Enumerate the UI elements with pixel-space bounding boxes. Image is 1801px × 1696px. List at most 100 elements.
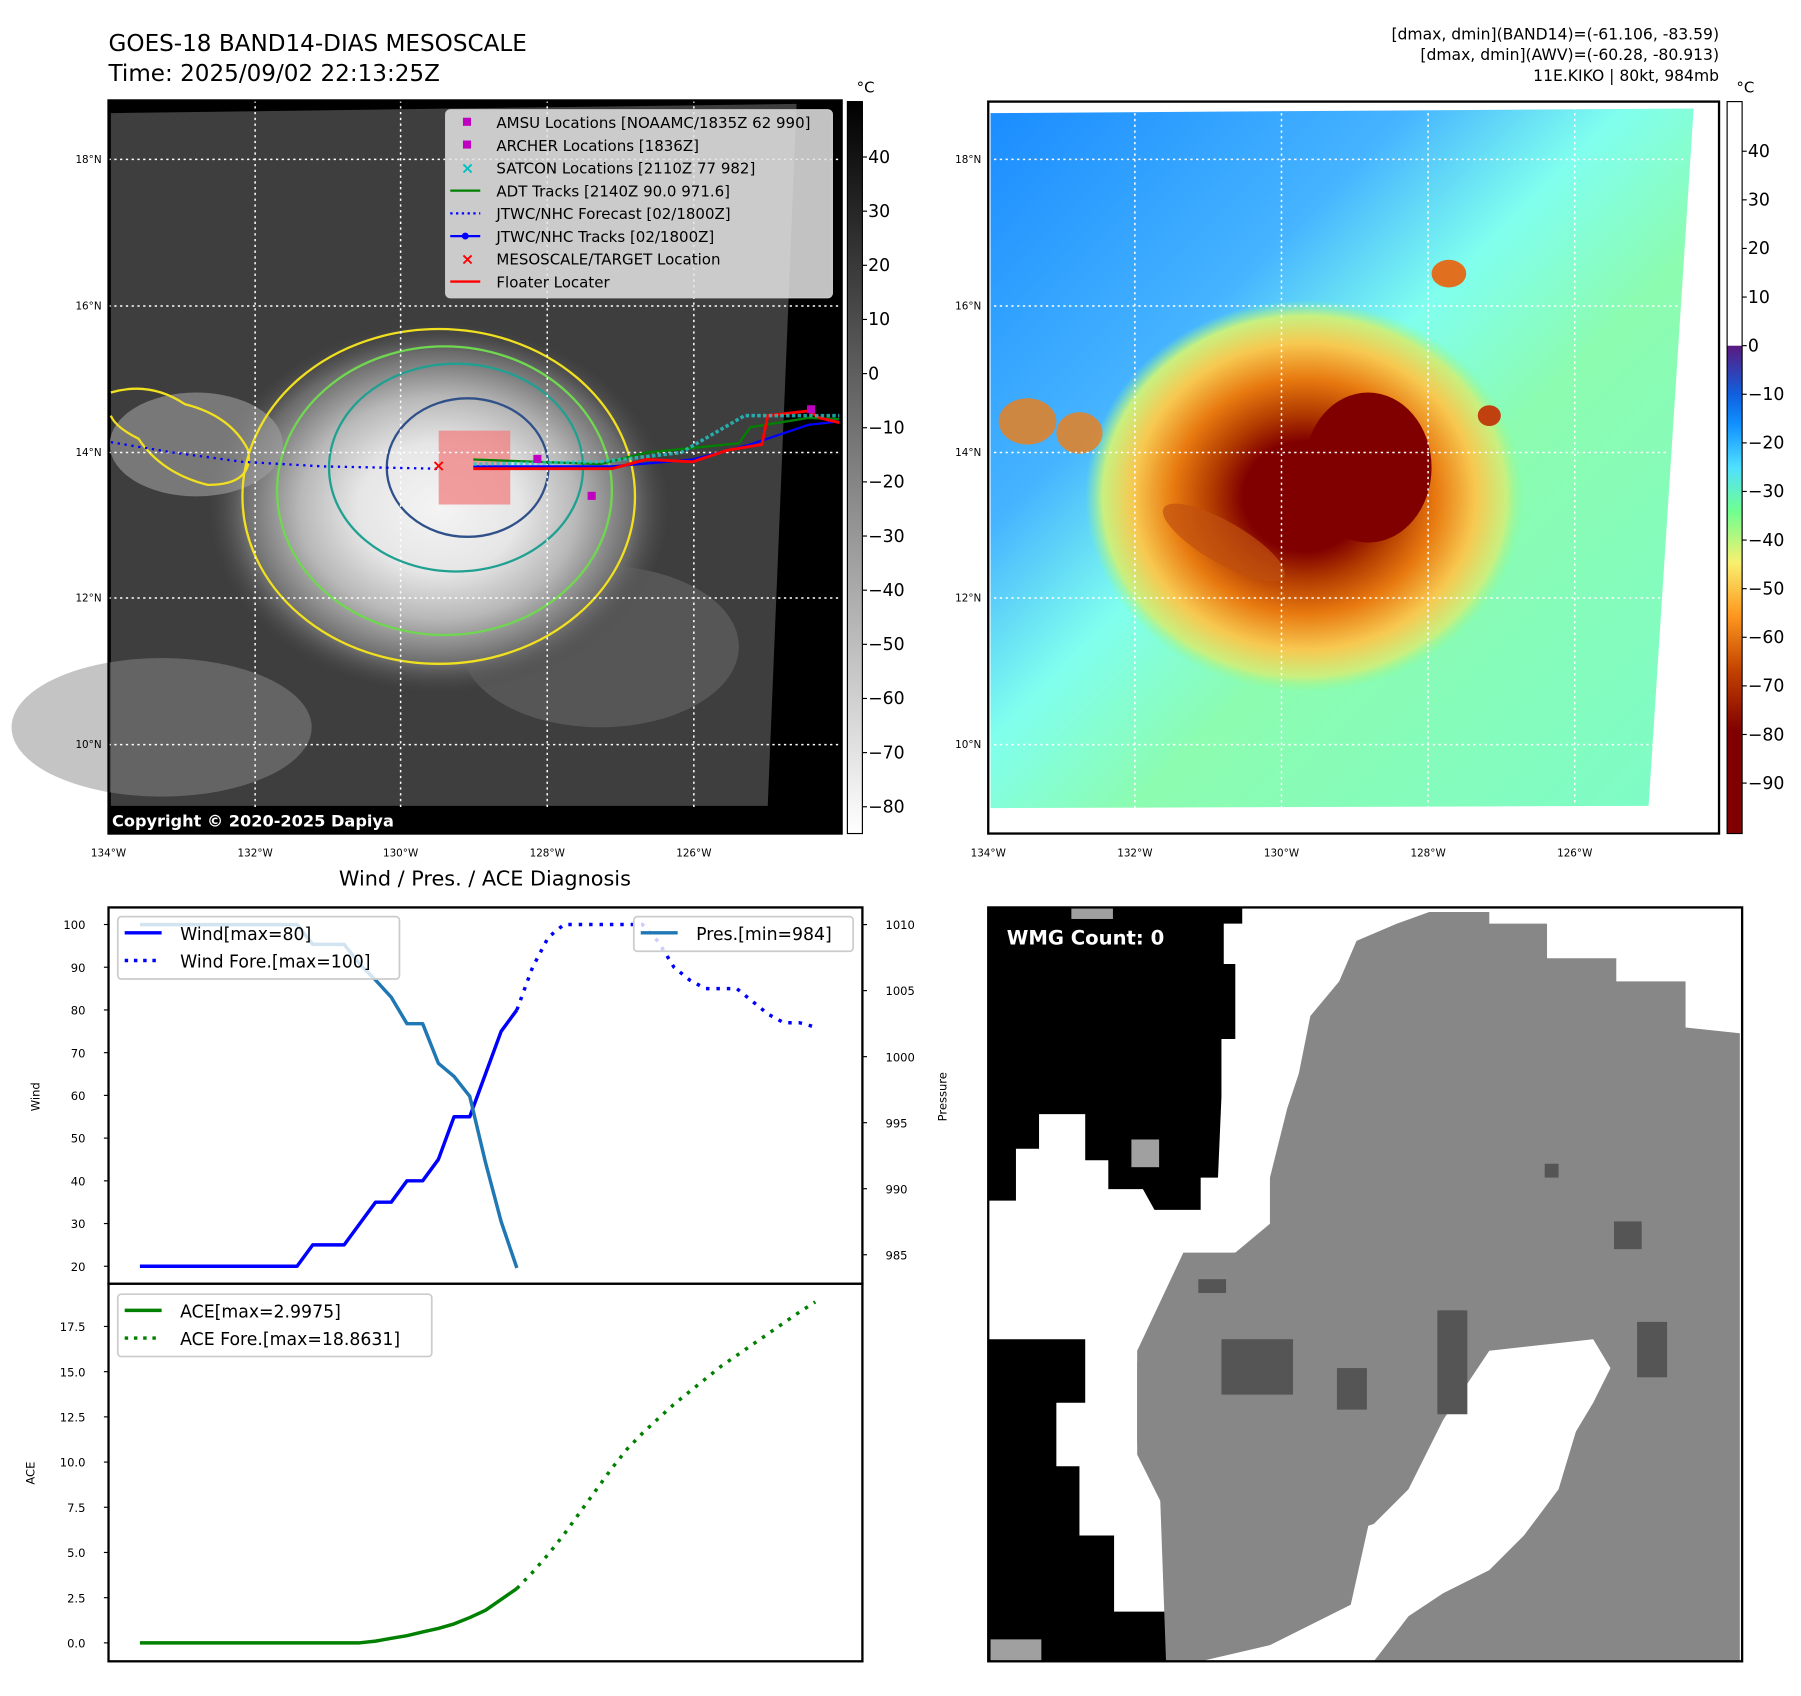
wind-legend: Wind[max=80] Wind Fore.[max=100] [118, 917, 400, 979]
ir-lat-labels: 18°N 16°N 14°N 12°N 10°N [75, 154, 101, 751]
awv-lat-labels: 18°N16°N14°N12°N10°N [955, 154, 981, 751]
y-tick-label: 15.0 [60, 1365, 86, 1379]
y-right-tick-label: 990 [885, 1182, 907, 1196]
awv-colorbar-unit: °C [1736, 78, 1754, 96]
storm-info: 11E.KIKO | 80kt, 984mb [1533, 67, 1719, 85]
y-tick-label: 10.0 [60, 1456, 86, 1470]
band14-range: [dmax, dmin](BAND14)=(-61.106, -83.59) [1391, 25, 1719, 43]
legend-label: ARCHER Locations [1836Z] [496, 137, 699, 155]
colorbar-tick-label: −70 [1748, 677, 1785, 697]
lon-label: 134°W [971, 848, 1006, 860]
lat-label: 14°N [75, 447, 101, 459]
ace-forecast-legend-label: ACE Fore.[max=18.8631] [180, 1330, 400, 1350]
y-tick-label: 2.5 [67, 1591, 85, 1605]
colorbar-tick-label: 20 [868, 256, 890, 276]
colorbar-tick-label: −80 [868, 798, 905, 818]
ace-legend: ACE[max=2.9975] ACE Fore.[max=18.8631] [118, 1294, 432, 1356]
colorbar-tick-label: 30 [868, 202, 890, 222]
lat-label: 10°N [75, 739, 101, 751]
y-tick-label: 70 [71, 1046, 86, 1060]
colorbar-tick-label: −70 [868, 743, 905, 763]
legend-label: SATCON Locations [2110Z 77 982] [496, 160, 755, 178]
colorbar-tick-label: −10 [868, 419, 905, 439]
awv-cold-core [1305, 393, 1432, 543]
y-tick-label: 90 [71, 961, 86, 975]
wmg-count-label: WMG Count: 0 [1007, 926, 1165, 949]
lat-label: 16°N [75, 300, 101, 312]
figure-title: GOES-18 BAND14-DIAS MESOSCALE [109, 31, 527, 57]
y-tick-label: 40 [71, 1174, 86, 1188]
colorbar-tick-label: −50 [1748, 579, 1785, 599]
lon-label: 126°W [1557, 848, 1592, 860]
colorbar-tick-label: −80 [1748, 725, 1785, 745]
colorbar-tick-label: −50 [868, 635, 905, 655]
lon-label: 130°W [383, 848, 418, 860]
lon-label: 134°W [91, 848, 126, 860]
y-right-tick-label: 1010 [885, 918, 914, 932]
colorbar-tick-label: 0 [868, 364, 879, 384]
target-x-marker: × [432, 456, 446, 475]
y-tick-label: 30 [71, 1217, 86, 1231]
ir-colorbar-unit: °C [857, 78, 875, 96]
legend-label: Floater Locater [496, 273, 610, 291]
y-tick-label: 17.5 [60, 1320, 86, 1334]
legend-square-icon [463, 118, 471, 126]
wind-legend-label: Wind[max=80] [180, 925, 311, 945]
amsu-marker [533, 455, 541, 463]
lat-label: 18°N [75, 154, 101, 166]
wmg-dark-cell [1221, 1339, 1293, 1394]
y-tick-label: 20 [71, 1260, 86, 1274]
map-legend: AMSU Locations [NOAAMC/1835Z 62 990] ARCH… [446, 110, 833, 298]
colorbar-tick-label: 20 [1748, 239, 1770, 259]
awv-colorbar [1727, 102, 1742, 834]
lat-label: 12°N [75, 592, 101, 604]
lat-label: 18°N [955, 154, 981, 166]
colorbar-tick-label: 10 [868, 310, 890, 330]
y-tick-label: 50 [71, 1132, 86, 1146]
ace-legend-label: ACE[max=2.9975] [180, 1302, 341, 1322]
colorbar-tick-label: 0 [1748, 336, 1759, 356]
pressure-legend-label: Pres.[min=984] [696, 925, 832, 945]
y-tick-label: 0.0 [67, 1636, 85, 1650]
lat-label: 14°N [955, 447, 981, 459]
y-tick-label: 60 [71, 1089, 86, 1103]
legend-x-icon: × [461, 250, 475, 269]
y-right-tick-label: 1005 [885, 984, 914, 998]
wmg-panel: WMG Count: 0 [988, 907, 1742, 1661]
wind-forecast-legend-label: Wind Fore.[max=100] [180, 952, 370, 972]
legend-dot-icon [462, 233, 469, 240]
colorbar-tick-label: −30 [868, 527, 905, 547]
legend-label: AMSU Locations [NOAAMC/1835Z 62 990] [496, 114, 810, 132]
lon-label: 130°W [1264, 848, 1299, 860]
legend-label: ADT Tracks [2140Z 90.0 971.6] [496, 182, 730, 200]
lat-label: 12°N [955, 592, 981, 604]
colorbar-tick-label: −10 [1748, 385, 1785, 405]
colorbar-tick-label: −20 [1748, 434, 1785, 454]
colorbar-tick-label: −30 [1748, 482, 1785, 502]
colorbar-tick-label: −40 [1748, 531, 1785, 551]
ace-axis-label: ACE [24, 1462, 38, 1485]
pressure-axis-label: Pressure [936, 1072, 950, 1121]
colorbar-tick-label: 40 [1748, 142, 1770, 162]
pressure-legend: Pres.[min=984] [634, 917, 853, 952]
colorbar-tick-label: −60 [1748, 628, 1785, 648]
colorbar-tick-label: 40 [868, 148, 890, 168]
y-tick-label: 7.5 [67, 1501, 85, 1515]
y-right-tick-label: 995 [885, 1116, 907, 1130]
lon-label: 132°W [1117, 848, 1152, 860]
figure-time: Time: 2025/09/02 22:13:25Z [108, 61, 440, 87]
archer-marker [588, 492, 596, 500]
lon-label: 132°W [238, 848, 273, 860]
colorbar-tick-label: −90 [1748, 774, 1785, 794]
y-tick-label: 12.5 [60, 1410, 86, 1424]
lat-label: 10°N [955, 739, 981, 751]
awv-map [988, 102, 1719, 834]
lon-label: 128°W [530, 848, 565, 860]
legend-square-icon [463, 141, 471, 149]
ir-colorbar [847, 102, 862, 834]
